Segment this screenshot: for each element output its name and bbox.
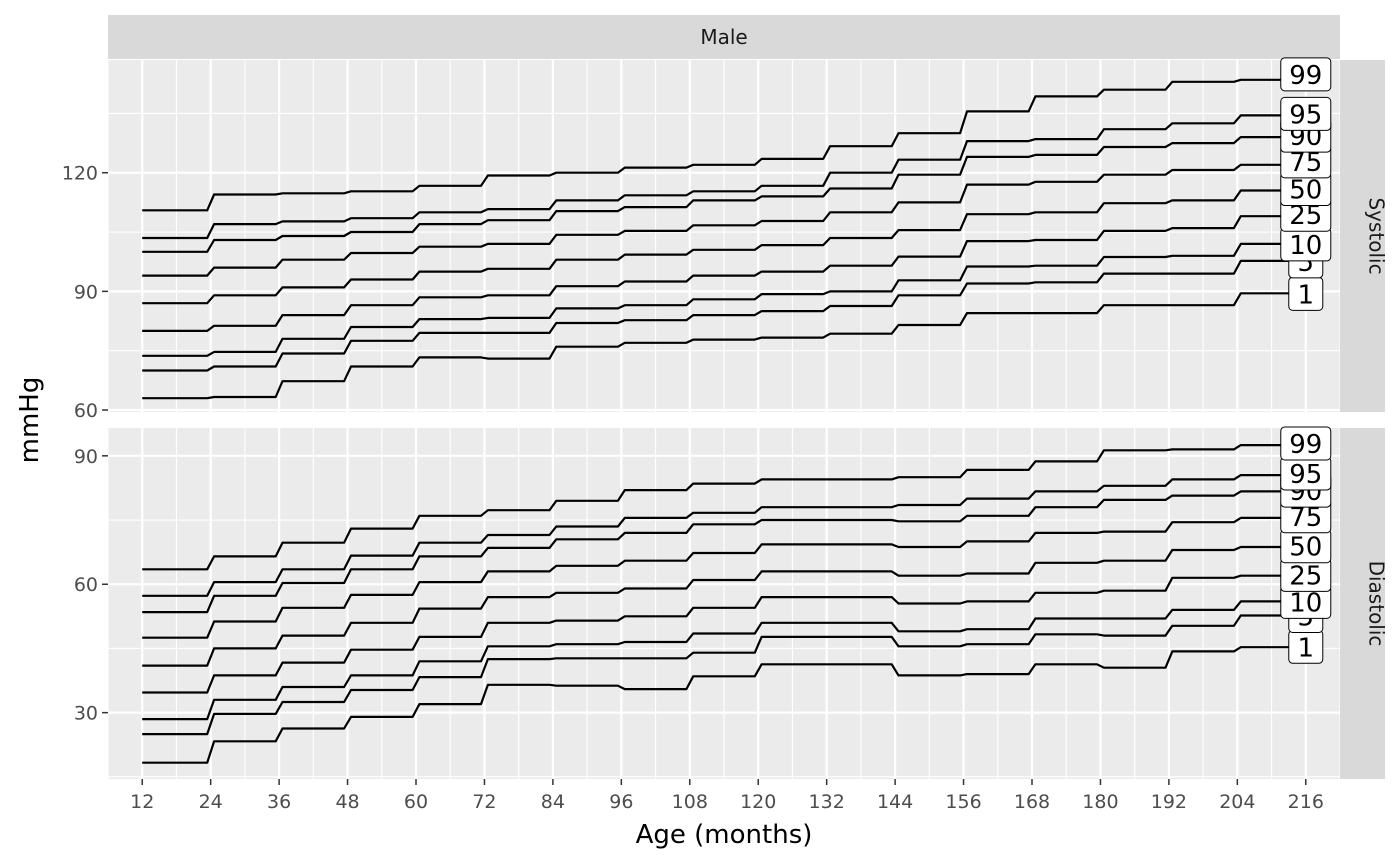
- end-label-75: 75: [1280, 144, 1332, 179]
- percentile-line-99: [142, 441, 1311, 571]
- percentile-line-75: [142, 159, 1311, 277]
- end-label-text: 1: [1298, 280, 1315, 310]
- end-label-text: 95: [1289, 100, 1322, 130]
- y-axis-title: mmHg: [15, 377, 45, 464]
- end-label-text: 1: [1298, 633, 1315, 663]
- y-tick-label: 60: [74, 400, 98, 422]
- percentile-line-75: [142, 514, 1311, 639]
- x-tick-label: 144: [877, 791, 913, 813]
- end-label-text: 25: [1289, 201, 1322, 231]
- x-tick-label: 24: [199, 791, 223, 813]
- end-label-text: 95: [1289, 460, 1322, 490]
- x-tick-label: 12: [130, 791, 154, 813]
- percentile-line-1: [142, 292, 1311, 400]
- y-tick-label: 120: [62, 163, 98, 185]
- percentile-line-50: [142, 187, 1311, 305]
- end-label-text: 99: [1289, 430, 1322, 460]
- percentile-line-25: [142, 213, 1311, 332]
- facet-label-systolic: Systolic: [1365, 197, 1389, 274]
- y-tick-label: 60: [74, 574, 98, 596]
- percentile-line-50: [142, 544, 1311, 667]
- end-label-text: 99: [1289, 61, 1322, 91]
- end-label-25: 25: [1280, 557, 1332, 592]
- x-tick-label: 216: [1288, 791, 1324, 813]
- percentile-line-90: [142, 489, 1311, 614]
- end-label-text: 10: [1289, 588, 1322, 618]
- percentile-line-25: [142, 573, 1311, 694]
- end-label-99: 99: [1280, 57, 1332, 92]
- end-label-box: [1280, 57, 1332, 92]
- facet-label-diastolic: Diastolic: [1365, 561, 1389, 647]
- end-label-text: 75: [1289, 148, 1322, 178]
- percentile-line-95: [142, 112, 1311, 240]
- end-label-10: 10: [1280, 227, 1332, 262]
- end-label-box: [1280, 426, 1332, 461]
- end-label-25: 25: [1280, 197, 1332, 232]
- percentile-line-99: [142, 72, 1311, 212]
- panel-diastolic: 3060901510255075909599Diastolic: [74, 426, 1389, 779]
- percentile-line-5: [142, 614, 1311, 736]
- end-label-text: 10: [1289, 231, 1322, 261]
- end-label-75: 75: [1280, 499, 1332, 534]
- end-label-50: 50: [1280, 172, 1332, 207]
- end-label-text: 50: [1289, 533, 1322, 563]
- y-tick-label: 30: [74, 703, 98, 725]
- facet-strip-top: [108, 15, 1340, 59]
- end-label-50: 50: [1280, 529, 1332, 564]
- x-tick-label: 180: [1082, 791, 1118, 813]
- end-label-99: 99: [1280, 426, 1332, 461]
- end-label-text: 75: [1289, 503, 1322, 533]
- end-label-1: 1: [1288, 629, 1324, 664]
- end-label-1: 1: [1288, 276, 1324, 311]
- percentile-line-5: [142, 259, 1311, 372]
- x-tick-label: 192: [1151, 791, 1187, 813]
- end-label-95: 95: [1280, 456, 1332, 491]
- x-tick-label: 204: [1219, 791, 1255, 813]
- percentile-line-10: [142, 242, 1311, 357]
- facet-strip-systolic: [1340, 60, 1385, 412]
- x-tick-label: 168: [1014, 791, 1050, 813]
- x-tick-label: 48: [335, 791, 359, 813]
- end-label-10: 10: [1280, 584, 1332, 619]
- x-tick-label: 108: [672, 791, 708, 813]
- x-tick-label: 84: [541, 791, 565, 813]
- percentile-line-1: [142, 645, 1311, 764]
- x-tick-label: 72: [472, 791, 496, 813]
- end-label-95: 95: [1280, 96, 1332, 131]
- y-tick-label: 90: [74, 446, 98, 468]
- facet-strip-diastolic: [1340, 428, 1385, 779]
- end-label-box: [1280, 96, 1332, 131]
- end-label-text: 50: [1289, 176, 1322, 206]
- x-tick-label: 120: [740, 791, 776, 813]
- x-tick-label: 96: [609, 791, 633, 813]
- y-tick-label: 90: [74, 281, 98, 303]
- x-tick-label: 60: [404, 791, 428, 813]
- facet-label-male: Male: [700, 25, 747, 49]
- x-tick-label: 132: [809, 791, 845, 813]
- x-tick-label: 156: [945, 791, 981, 813]
- x-tick-label: 36: [267, 791, 291, 813]
- percentile-line-95: [142, 471, 1311, 597]
- end-label-text: 25: [1289, 561, 1322, 591]
- percentile-line-90: [142, 134, 1311, 253]
- x-axis-title: Age (months): [636, 820, 813, 850]
- percentile-line-10: [142, 600, 1311, 721]
